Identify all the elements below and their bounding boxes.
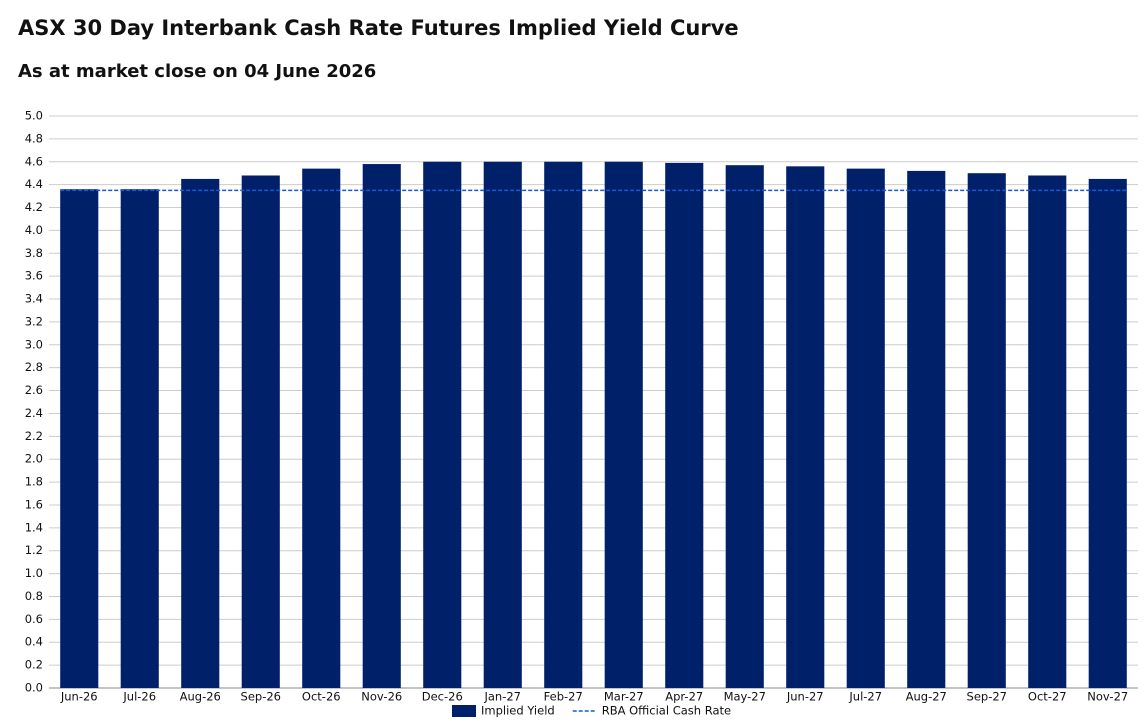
- y-tick-label: 4.2: [25, 200, 43, 214]
- y-tick-label: 2.2: [25, 429, 43, 443]
- y-tick-label: 4.4: [25, 177, 43, 191]
- y-tick-label: 1.6: [25, 497, 43, 511]
- legend-swatch: [452, 705, 476, 717]
- chart-subtitle: As at market close on 04 June 2026: [18, 61, 376, 82]
- bar: [362, 164, 401, 689]
- x-tick-label: Jul-26: [122, 690, 156, 704]
- bar: [907, 170, 946, 689]
- y-tick-label: 0.4: [25, 635, 43, 649]
- bar: [483, 161, 522, 688]
- x-tick-label: Apr-27: [665, 690, 703, 704]
- bar: [423, 161, 462, 688]
- x-tick-label: Jan-27: [483, 690, 521, 704]
- y-tick-label: 2.6: [25, 383, 43, 397]
- x-tick-label: Oct-27: [1028, 690, 1067, 704]
- x-tick-label: Feb-27: [544, 690, 583, 704]
- bar: [846, 168, 885, 688]
- y-tick-label: 2.8: [25, 360, 43, 374]
- bar: [604, 161, 643, 688]
- x-tick-label: May-27: [724, 690, 766, 704]
- bar: [544, 161, 583, 688]
- bar: [120, 189, 159, 688]
- y-tick-label: 3.6: [25, 269, 43, 283]
- bar: [1088, 178, 1127, 689]
- bar: [725, 165, 764, 688]
- bar: [786, 166, 825, 688]
- y-tick-label: 2.4: [25, 406, 43, 420]
- bar: [241, 175, 280, 688]
- y-tick-label: 1.8: [25, 475, 43, 489]
- y-tick-label: 1.0: [25, 566, 43, 580]
- y-tick-label: 3.0: [25, 337, 43, 351]
- y-tick-label: 2.0: [25, 452, 43, 466]
- x-tick-label: Jun-27: [786, 690, 824, 704]
- x-tick-label: Sep-27: [967, 690, 1007, 704]
- y-tick-label: 1.2: [25, 543, 43, 557]
- y-tick-label: 0.0: [25, 681, 43, 695]
- bar: [1028, 175, 1067, 688]
- bar: [302, 168, 341, 688]
- x-tick-label: Dec-26: [422, 690, 463, 704]
- y-tick-label: 3.4: [25, 292, 43, 306]
- bar: [60, 189, 99, 688]
- x-tick-label: Oct-26: [302, 690, 341, 704]
- x-tick-label: Jul-27: [848, 690, 882, 704]
- x-tick-label: Aug-26: [180, 690, 221, 704]
- y-tick-label: 0.8: [25, 589, 43, 603]
- y-tick-label: 4.8: [25, 131, 43, 145]
- y-tick-label: 3.2: [25, 314, 43, 328]
- bar: [181, 178, 220, 689]
- y-tick-label: 0.2: [25, 658, 43, 672]
- x-tick-label: Nov-26: [361, 690, 402, 704]
- chart-title: ASX 30 Day Interbank Cash Rate Futures I…: [18, 16, 739, 40]
- x-tick-label: Nov-27: [1087, 690, 1128, 704]
- x-tick-label: Aug-27: [906, 690, 947, 704]
- x-tick-label: Mar-27: [604, 690, 644, 704]
- legend-label: Implied Yield: [481, 704, 555, 718]
- x-tick-label: Jun-26: [60, 690, 98, 704]
- y-tick-label: 1.4: [25, 520, 43, 534]
- y-tick-label: 3.8: [25, 246, 43, 260]
- y-tick-label: 5.0: [25, 109, 43, 123]
- bar: [967, 173, 1006, 688]
- y-tick-label: 4.0: [25, 223, 43, 237]
- bar: [665, 162, 704, 689]
- y-tick-label: 4.6: [25, 154, 43, 168]
- legend-label: RBA Official Cash Rate: [602, 704, 731, 718]
- x-tick-label: Sep-26: [241, 690, 281, 704]
- y-tick-label: 0.6: [25, 612, 43, 626]
